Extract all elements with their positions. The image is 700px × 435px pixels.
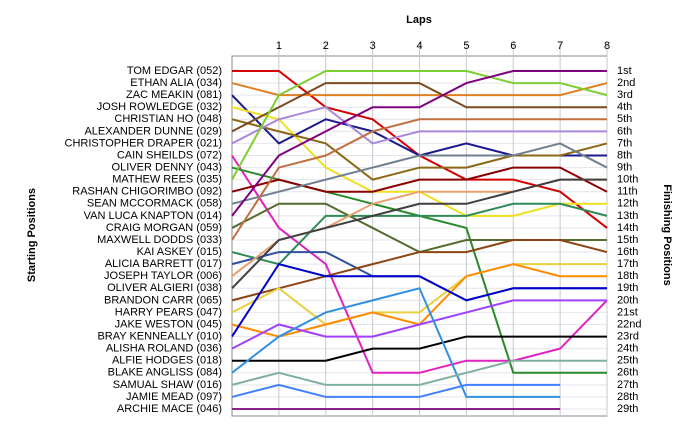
series-line	[232, 335, 607, 362]
series-name: JAMIE MEAD (097)	[126, 391, 222, 403]
series-name: CAIN SHEILDS (072)	[117, 149, 222, 161]
series-line	[231, 166, 608, 193]
series-name: ALISHA ROLAND (036)	[106, 343, 222, 355]
y-tick-label: 24th	[617, 343, 638, 355]
y-tick-label: 12th	[617, 198, 638, 210]
x-tick-label: 3	[370, 40, 376, 52]
series-line	[231, 383, 561, 398]
series-line	[231, 202, 608, 266]
y-tick-label: 29th	[617, 403, 638, 415]
series-line	[231, 263, 607, 326]
series-name: KAI ASKEY (015)	[137, 246, 222, 258]
y-tick-label: 21st	[617, 306, 638, 318]
series-line	[231, 118, 608, 181]
series-line	[231, 239, 608, 302]
y-tick-label: 22nd	[617, 318, 641, 330]
series-name: CHRISTOPHER DRAPER (021)	[65, 137, 223, 149]
y-tick-label: 23rd	[617, 330, 639, 342]
y-tick-label: 15th	[617, 234, 638, 246]
y-tick-label: 3rd	[617, 89, 633, 101]
x-tick-label: 1	[276, 40, 282, 52]
series-line	[231, 70, 607, 217]
y-tick-label: 20th	[617, 294, 638, 306]
y-tick-label: 7th	[617, 137, 632, 149]
series-name: BLAKE ANGLISS (084)	[108, 367, 222, 379]
series-name: ALFIE HODGES (018)	[112, 355, 222, 367]
y-tick-label: 26th	[617, 367, 638, 379]
y-tick-label: 19th	[617, 282, 638, 294]
x-tick-label: 8	[604, 40, 610, 52]
series-name: OLIVER ALGIERI (038)	[107, 282, 222, 294]
series-line	[231, 82, 607, 133]
y-tick-label: 17th	[617, 258, 638, 270]
series-name: SEAN MCCORMACK (058)	[87, 198, 222, 210]
y-tick-label: 2nd	[617, 77, 635, 89]
x-tick-label: 4	[416, 40, 422, 52]
y-tick-label: 8th	[617, 149, 632, 161]
series-name: VAN LUCA KNAPTON (014)	[84, 210, 222, 222]
y-tick-label: 10th	[617, 174, 638, 186]
y-tick-label: 6th	[617, 125, 632, 137]
series-name: JOSEPH TAYLOR (006)	[104, 270, 222, 282]
y-tick-label: 9th	[617, 161, 632, 173]
series-line	[231, 118, 607, 241]
series-name: ETHAN ALIA (034)	[130, 77, 222, 89]
series-line	[231, 262, 607, 338]
x-tick-label: 2	[323, 40, 329, 52]
series-name: ALEXANDER DUNNE (029)	[84, 125, 222, 137]
series-line	[231, 82, 608, 97]
y-tick-label: 25th	[617, 355, 638, 367]
x-axis-title: Laps	[406, 14, 432, 26]
series-name: JOSH ROWLEDGE (032)	[97, 101, 222, 113]
series-name: CRAIG MORGAN (059)	[106, 222, 222, 234]
series-name: TOM EDGAR (052)	[127, 65, 222, 77]
y-tick-label: 13th	[617, 210, 638, 222]
y-tick-label: 5th	[617, 113, 632, 125]
y-tick-label: 14th	[617, 222, 638, 234]
series-line	[231, 106, 607, 145]
series-line	[231, 70, 608, 181]
series-name: ZAC MEAKIN (081)	[126, 89, 222, 101]
series-line	[231, 142, 608, 205]
y-tick-label: 11th	[617, 186, 638, 198]
y-tick-label: 4th	[617, 101, 632, 113]
y-axis-title: Starting Positions	[26, 188, 38, 282]
x-tick-label: 5	[463, 40, 469, 52]
series-name: ALICIA BARRETT (017)	[105, 258, 222, 270]
series-line	[231, 359, 607, 386]
series-line	[231, 178, 607, 289]
series-name: OLIVER DENNY (043)	[112, 161, 222, 173]
series-name: HARRY PEARS (047)	[115, 306, 222, 318]
series-name: MAXWELL DODDS (033)	[97, 234, 222, 246]
series-name: BRAY KENNEALLY (010)	[97, 330, 222, 342]
series-line	[231, 154, 608, 374]
x-tick-label: 7	[557, 40, 563, 52]
series-line	[231, 287, 561, 398]
series-name: JAKE WESTON (045)	[115, 318, 222, 330]
series-name: CHRISTIAN HO (048)	[114, 113, 222, 125]
series-name: SAMUAL SHAW (016)	[113, 379, 222, 391]
y2-axis-title: Finishing Positions	[661, 184, 673, 285]
y-tick-label: 18th	[617, 270, 638, 282]
y-tick-label: 27th	[617, 379, 638, 391]
series-name: MATHEW REES (035)	[112, 174, 222, 186]
series-name: RASHAN CHIGORIMBO (092)	[72, 186, 222, 198]
series-name: ARCHIE MACE (046)	[117, 403, 222, 415]
y-tick-label: 16th	[617, 246, 638, 258]
y-tick-label: 28th	[617, 391, 638, 403]
series-name: BRANDON CARR (065)	[104, 294, 222, 306]
y-tick-label: 1st	[617, 65, 632, 77]
x-tick-label: 6	[510, 40, 516, 52]
